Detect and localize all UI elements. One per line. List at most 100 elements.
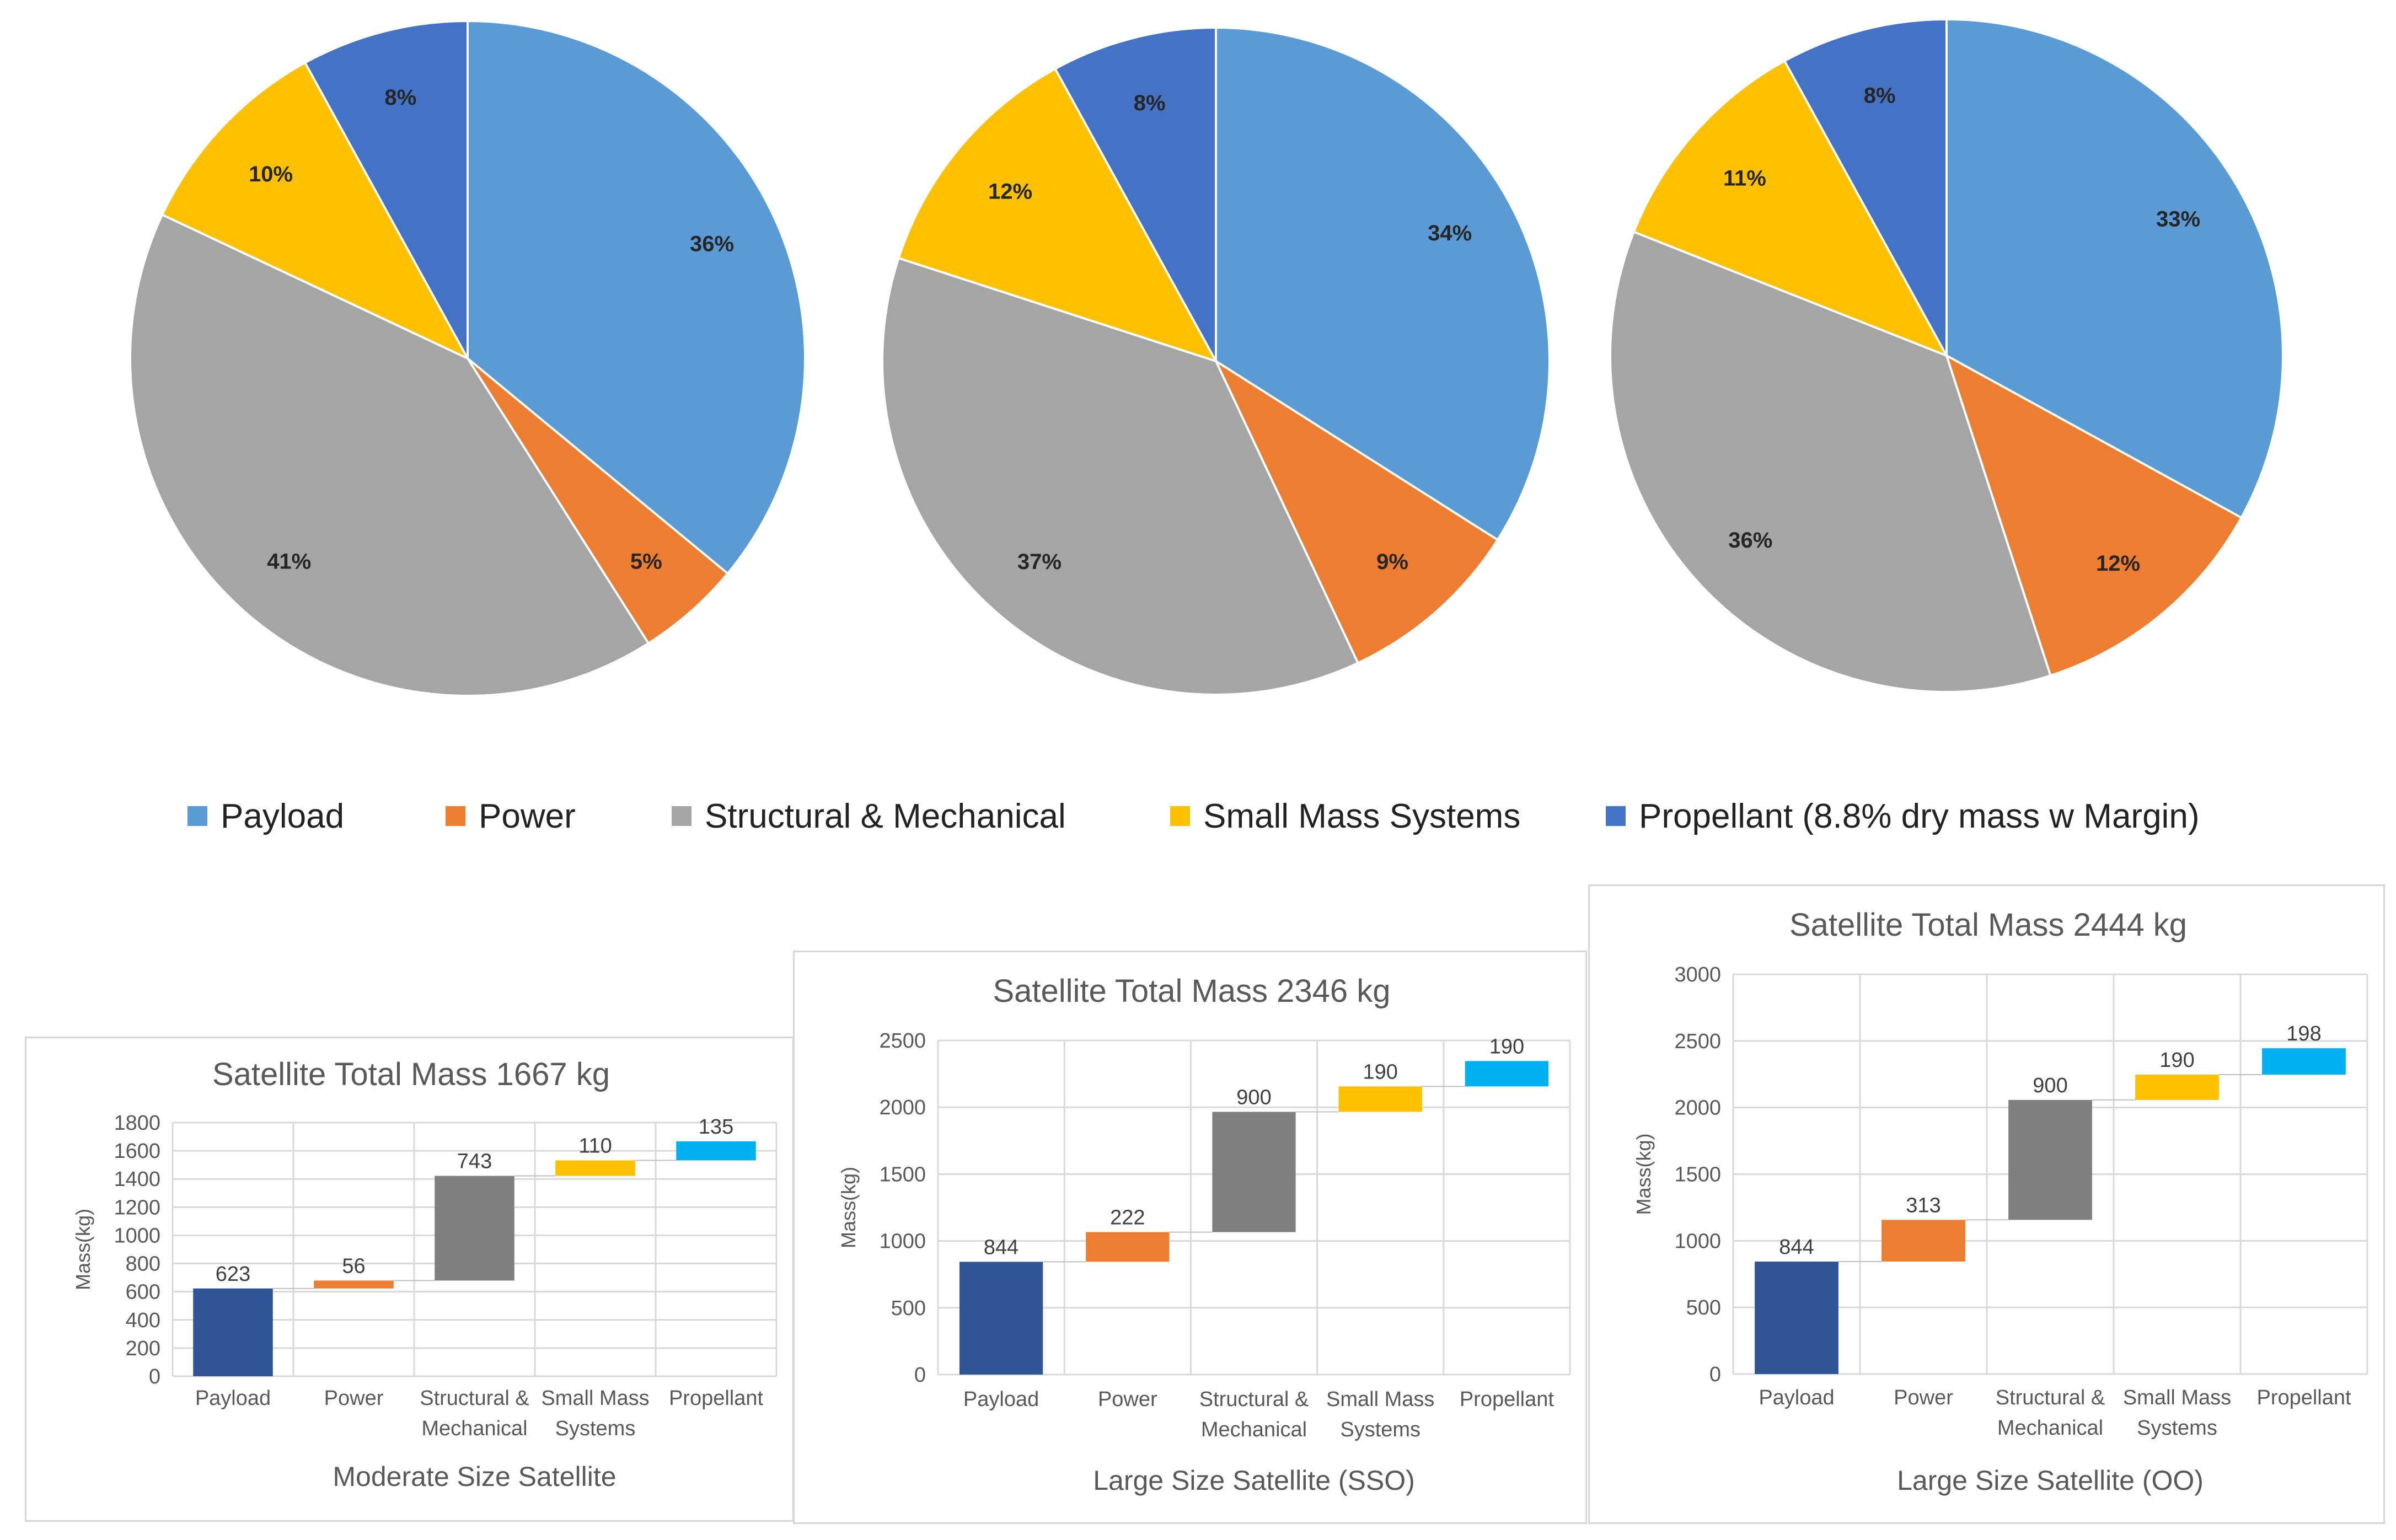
y-tick-label: 500 [891, 1297, 926, 1320]
legend-swatch-payload [187, 806, 207, 826]
pie-slice-small-mass-systems [1632, 59, 1949, 358]
bar-payload [959, 1262, 1043, 1375]
y-tick-label: 200 [126, 1337, 160, 1360]
y-tick-label: 0 [914, 1364, 926, 1387]
pie-slice-propellant-8-8-dry-mass-w-margin [303, 19, 469, 359]
data-label: 844 [984, 1236, 1019, 1259]
data-label: 190 [1363, 1060, 1397, 1083]
pie-data-label: 10% [249, 162, 293, 186]
pie-chart-2: 34% 9% 37% 12% 8% [881, 26, 1551, 696]
x-tick-label: Propellant [1460, 1388, 1555, 1411]
legend: Payload Power Structural & Mechanical Sm… [0, 786, 2396, 846]
x-tick-label: Structural & [1199, 1388, 1309, 1411]
y-axis-label: Mass(kg) [1632, 1133, 1655, 1215]
legend-label: Power [479, 797, 576, 835]
pie-slice-small-mass-systems [160, 61, 470, 361]
data-label: 900 [2033, 1074, 2067, 1097]
bar-payload [193, 1288, 273, 1376]
pie-charts: 36% 5% 41% 10% 8% 34% 9% 37% 12% 8% 33% 12% 36% 11% 8% [129, 18, 2285, 697]
legend-swatch-power [446, 806, 465, 826]
x-tick-label: Mechanical [1201, 1418, 1307, 1441]
x-tick-label: Systems [555, 1417, 636, 1440]
waterfall-panel-large-sso: Satellite Total Mass 2346 kg 0 500 1000 1500… [793, 951, 1587, 1524]
data-label: 135 [699, 1115, 733, 1139]
pie-data-label: 8% [1134, 91, 1166, 115]
legend-label: Structural & Mechanical [705, 797, 1066, 835]
pie-data-label: 12% [2096, 551, 2140, 576]
x-tick-label: Structural & [1996, 1386, 2105, 1409]
legend-swatch-structural [672, 806, 692, 826]
pie-slice-propellant-8-8-dry-mass-w-margin [1783, 18, 1948, 356]
data-label: 900 [1236, 1086, 1271, 1109]
bar-power [314, 1280, 394, 1289]
chart-title: Satellite Total Mass 2444 kg [1789, 907, 2187, 943]
bar-structural-mechanical [2008, 1099, 2092, 1220]
pie-data-label: 41% [267, 549, 311, 573]
legend-label: Propellant (8.8% dry mass w Margin) [1639, 797, 2200, 835]
y-tick-label: 0 [1709, 1363, 1721, 1386]
bar-payload [1755, 1262, 1838, 1374]
legend-label: Payload [221, 797, 345, 835]
data-label: 222 [1110, 1206, 1145, 1230]
y-axis-label: Mass(kg) [837, 1167, 860, 1248]
pie-data-label: 34% [1428, 221, 1472, 245]
pie-data-label: 11% [1723, 166, 1766, 190]
x-tick-label: Structural & [420, 1387, 529, 1410]
pie-chart-3: 33% 12% 36% 11% 8% [1609, 18, 2285, 693]
x-tick-label: Power [324, 1387, 384, 1410]
bar-propellant [2262, 1048, 2346, 1075]
waterfall-chart-large-oo: Satellite Total Mass 2444 kg 0 500 1000 1500… [1632, 907, 2368, 1496]
pie-slice-power [1944, 353, 2243, 677]
data-label: 313 [1906, 1194, 1941, 1217]
x-tick-label: Propellant [2256, 1386, 2351, 1409]
x-axis-label: Moderate Size Satellite [333, 1461, 616, 1492]
y-axis-label: Mass(kg) [72, 1209, 94, 1290]
x-tick-label: Small Mass [2123, 1386, 2231, 1409]
x-tick-label: Power [1098, 1388, 1157, 1411]
pie-data-label: 9% [1376, 550, 1408, 574]
pie-data-label: 37% [1017, 550, 1062, 574]
pie-slice-payload [1945, 18, 2285, 519]
y-tick-label: 2500 [1674, 1030, 1721, 1053]
x-tick-label: Systems [1340, 1418, 1421, 1441]
pie-chart-1: 36% 5% 41% 10% 8% [129, 19, 806, 697]
legend-item-small-mass: Small Mass Systems [1170, 786, 1520, 846]
y-tick-label: 1200 [114, 1196, 160, 1219]
pie-data-label: 8% [384, 85, 416, 110]
pie-slice-structural-mechanical [1609, 230, 2052, 693]
pie-data-label: 12% [988, 179, 1032, 203]
y-tick-label: 500 [1686, 1296, 1721, 1319]
pie-slice-payload [467, 19, 806, 575]
bar-structural-mechanical [435, 1176, 514, 1281]
legend-item-structural: Structural & Mechanical [672, 786, 1066, 846]
y-tick-label: 2000 [1674, 1097, 1721, 1120]
x-tick-label: Payload [195, 1387, 271, 1410]
y-tick-label: 1500 [879, 1163, 926, 1186]
bar-propellant [676, 1141, 756, 1161]
y-tick-label: 2000 [879, 1096, 926, 1119]
pie-data-label: 36% [1728, 528, 1772, 552]
x-tick-label: Mechanical [1997, 1416, 2103, 1440]
x-tick-label: Propellant [669, 1387, 764, 1410]
x-tick-label: Small Mass [1326, 1388, 1434, 1411]
y-tick-label: 3000 [1674, 963, 1721, 986]
y-tick-label: 1500 [1674, 1163, 1721, 1187]
x-tick-label: Payload [963, 1388, 1039, 1411]
data-label: 56 [342, 1254, 365, 1278]
y-tick-label: 400 [126, 1309, 160, 1332]
y-tick-label: 600 [126, 1281, 160, 1304]
legend-item-payload: Payload [187, 786, 344, 846]
waterfall-chart-moderate: Satellite Total Mass 1667 kg 0 200 400 600 80… [72, 1056, 778, 1492]
pie-data-label: 8% [1864, 83, 1896, 108]
pie-slice-small-mass-systems [897, 67, 1219, 363]
pie-slice-structural-mechanical [129, 213, 650, 697]
data-label: 743 [457, 1150, 492, 1173]
bar-small-mass-systems [555, 1160, 635, 1176]
waterfall-chart-large-sso: Satellite Total Mass 2346 kg 0 500 1000 1500… [837, 973, 1571, 1496]
data-label: 190 [1489, 1035, 1524, 1058]
x-tick-label: Small Mass [541, 1387, 649, 1410]
x-tick-label: Mechanical [421, 1417, 527, 1440]
y-tick-label: 1800 [114, 1112, 160, 1135]
pie-slice-payload [1215, 26, 1551, 541]
